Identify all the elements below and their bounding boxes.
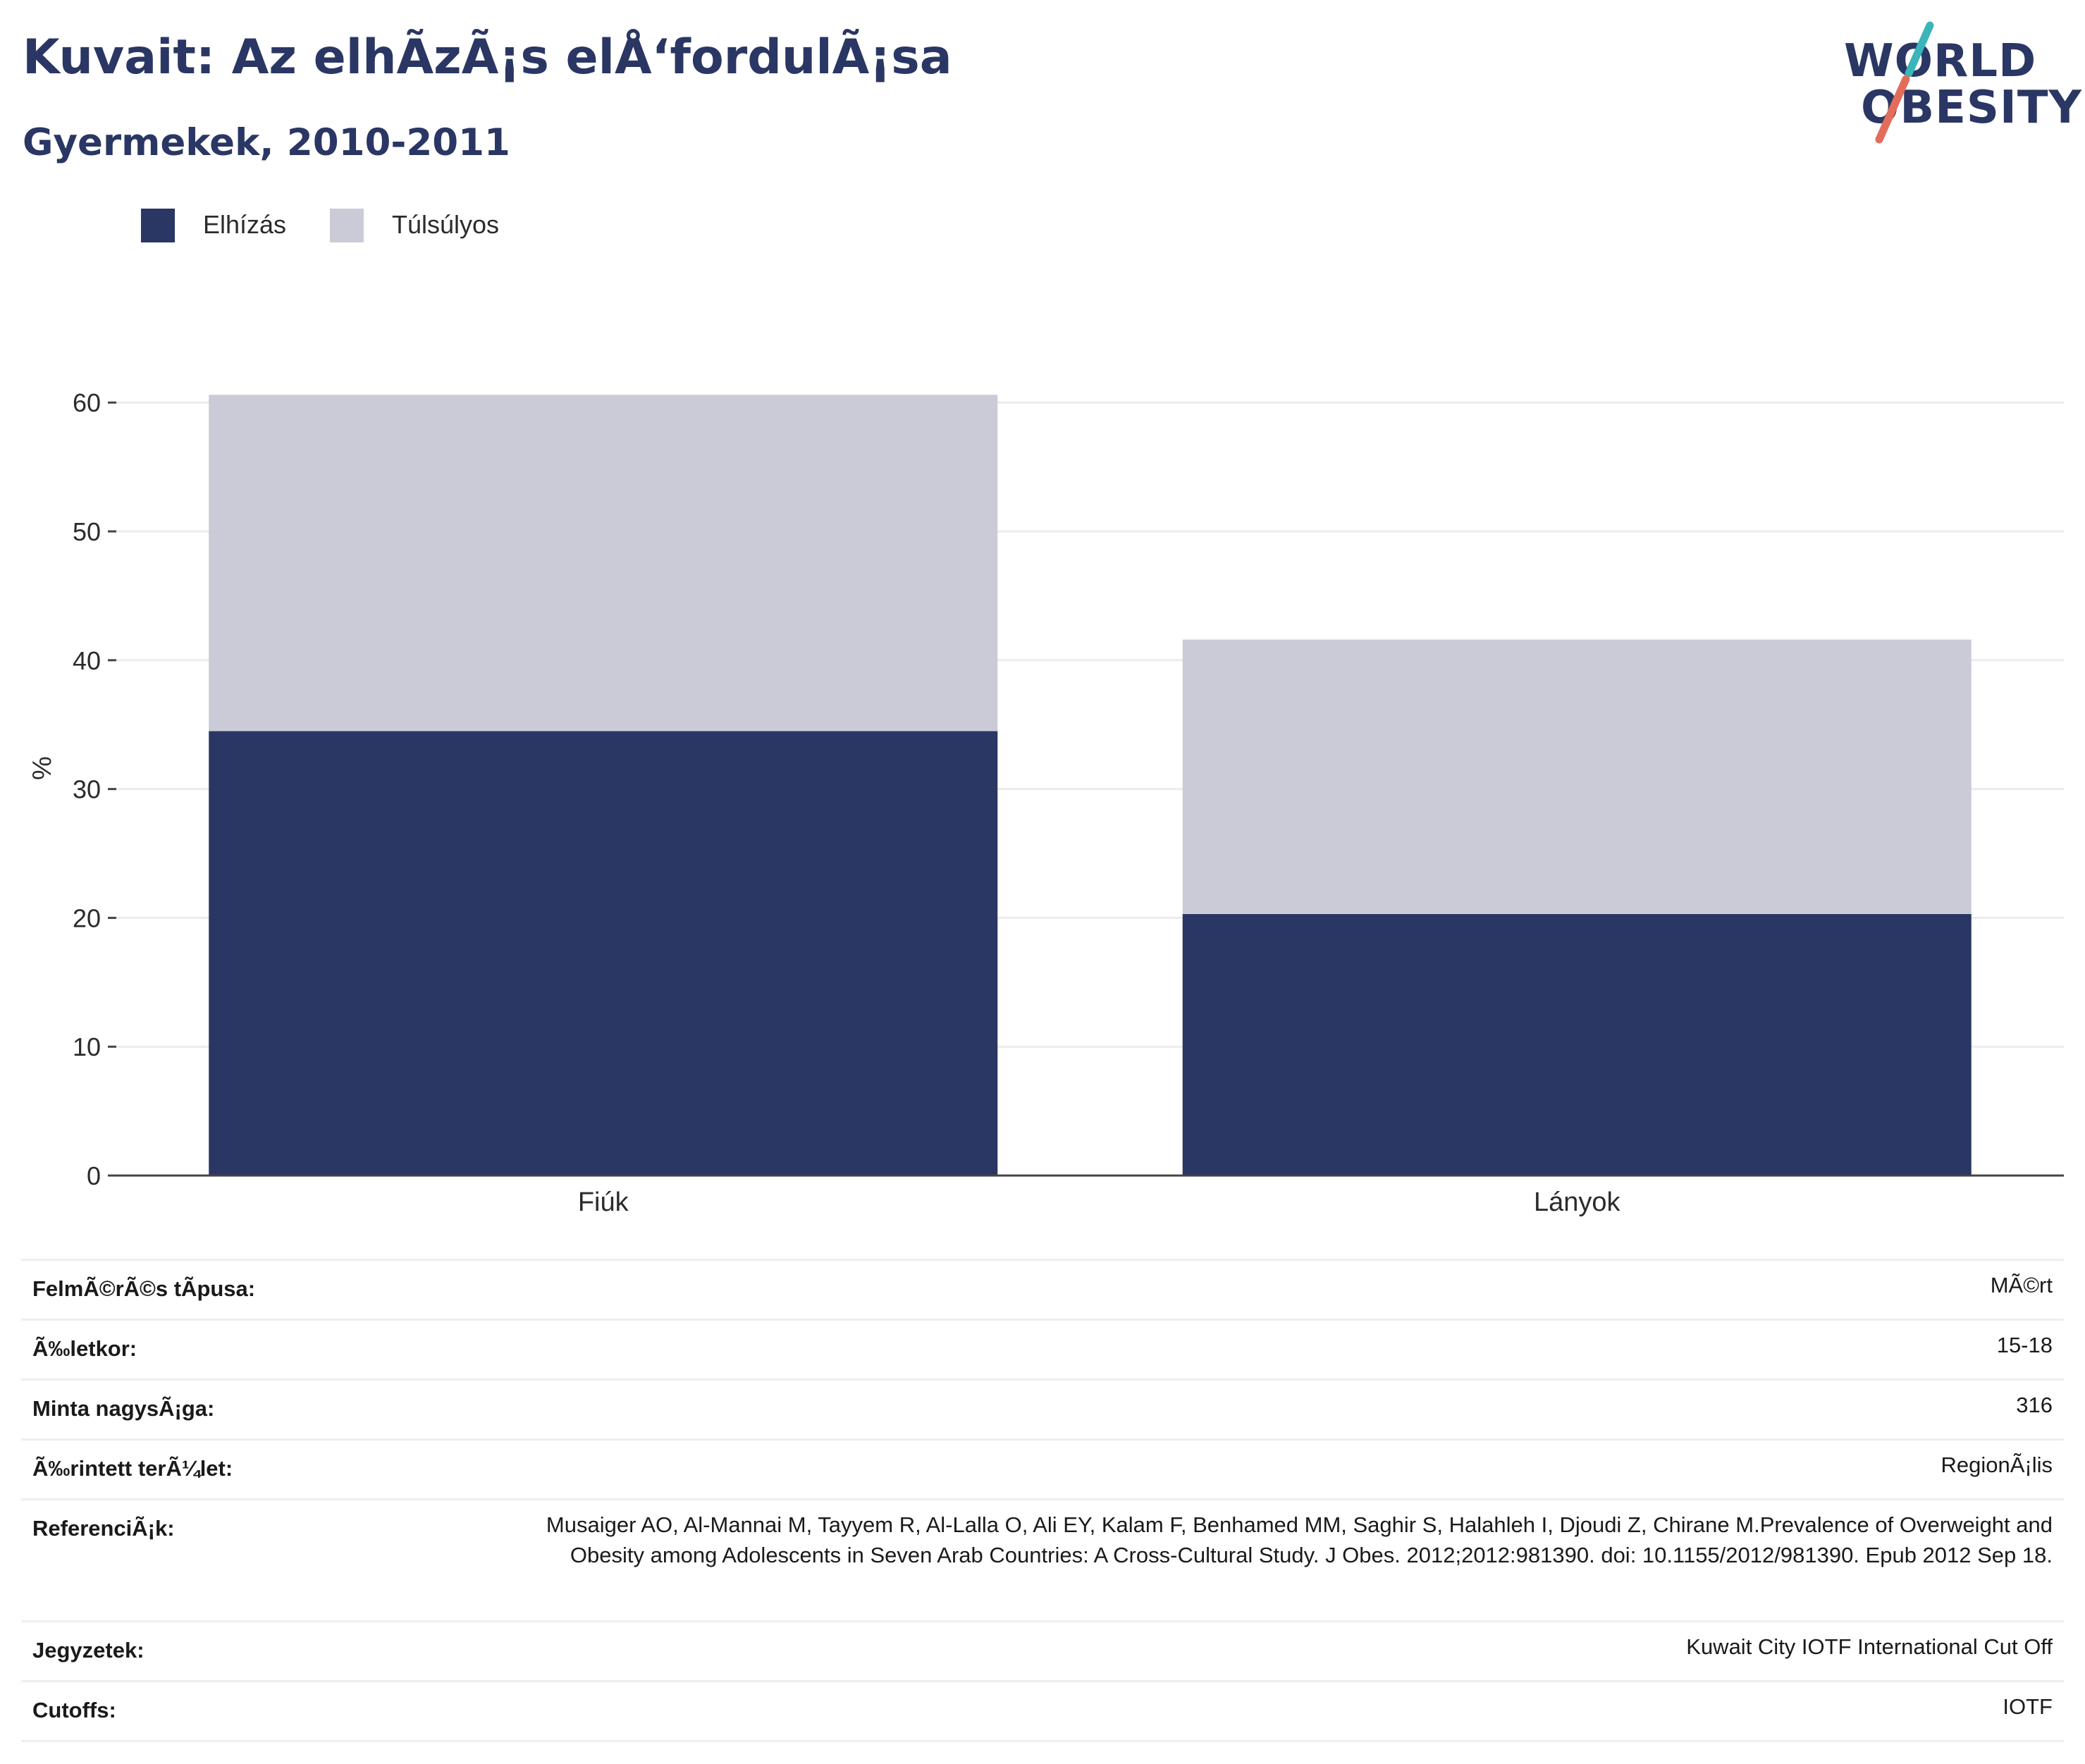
y-tick-label: 40: [73, 646, 101, 675]
info-value: IOTF: [2003, 1694, 2053, 1719]
info-value: Kuwait City IOTF International Cut Off: [1686, 1634, 2053, 1659]
info-row: Ã‰rintett terÃ¼let: RegionÃ¡lis: [21, 1438, 2064, 1498]
y-tick-label: 60: [73, 388, 101, 417]
info-label: FelmÃ©rÃ©s tÃpusa:: [32, 1276, 256, 1301]
legend-swatch-overweight: [330, 209, 364, 242]
info-row: FelmÃ©rÃ©s tÃpusa: MÃ©rt: [21, 1259, 2064, 1319]
logo-slash-coral: [1875, 75, 1910, 144]
world-obesity-logo: WORLD OBESITY: [1833, 20, 2081, 147]
info-label: Ã‰letkor:: [32, 1336, 137, 1361]
info-label: Cutoffs:: [32, 1698, 116, 1722]
legend-label-overweight: Túlsúlyos: [392, 210, 500, 239]
info-label: Minta nagysÃ¡ga:: [32, 1396, 215, 1421]
logo-slash-icon: [1875, 21, 1934, 144]
info-label: Jegyzetek:: [32, 1638, 144, 1663]
legend-swatch-obesity: [141, 209, 175, 242]
y-axis-label: %: [27, 756, 57, 780]
y-tick-label: 30: [73, 775, 101, 804]
info-label: ReferenciÃ¡k:: [32, 1516, 175, 1541]
bar-obesity: [1182, 913, 1972, 1176]
bar-obesity: [209, 731, 998, 1176]
info-table-bottom-border: [21, 1740, 2064, 1742]
logo-slash-teal: [1905, 21, 1934, 78]
info-value: RegionÃ¡lis: [1941, 1452, 2053, 1477]
info-value: 15-18: [1996, 1333, 2053, 1357]
chart-title: Kuvait: Az elhÃzÃ¡s elÅ‘fordulÃ¡sa: [23, 30, 952, 85]
logo-line-1: WORLD: [1844, 35, 2037, 87]
x-tick-label: Fiúk: [578, 1188, 629, 1217]
chart-subtitle: Gyermekek, 2010-2011: [23, 121, 510, 164]
y-tick-label: 0: [87, 1161, 101, 1190]
y-tick-label: 20: [73, 903, 101, 932]
info-row: Jegyzetek: Kuwait City IOTF International…: [21, 1620, 2064, 1680]
x-tick-label: Lányok: [1534, 1188, 1621, 1217]
info-row: Ã‰letkor: 15-18: [21, 1319, 2064, 1378]
info-value: 316: [2016, 1393, 2053, 1417]
y-tick-label: 10: [73, 1032, 101, 1061]
info-row: Minta nagysÃ¡ga: 316: [21, 1378, 2064, 1438]
info-row: Cutoffs: IOTF: [21, 1680, 2064, 1740]
legend-label-obesity: Elhízás: [203, 210, 287, 239]
bar-overweight: [1182, 639, 1972, 914]
info-label: Ã‰rintett terÃ¼let:: [32, 1456, 233, 1481]
bar-overweight: [209, 395, 998, 732]
y-tick-label: 50: [73, 517, 101, 546]
bar-chart: 0 10 20 30 40 50 60% Fiúk Lányok: [27, 388, 2064, 1217]
info-table: FelmÃ©rÃ©s tÃpusa: MÃ©rt Ã‰letkor: 15-18 Min…: [21, 1259, 2064, 1742]
info-value: Musaiger AO, Al-Mannai M, Tayyem R, Al-L…: [546, 1512, 2053, 1567]
info-value: MÃ©rt: [1990, 1273, 2053, 1297]
info-row: ReferenciÃ¡k: Musaiger AO, Al-Mannai M, T…: [21, 1498, 2064, 1620]
